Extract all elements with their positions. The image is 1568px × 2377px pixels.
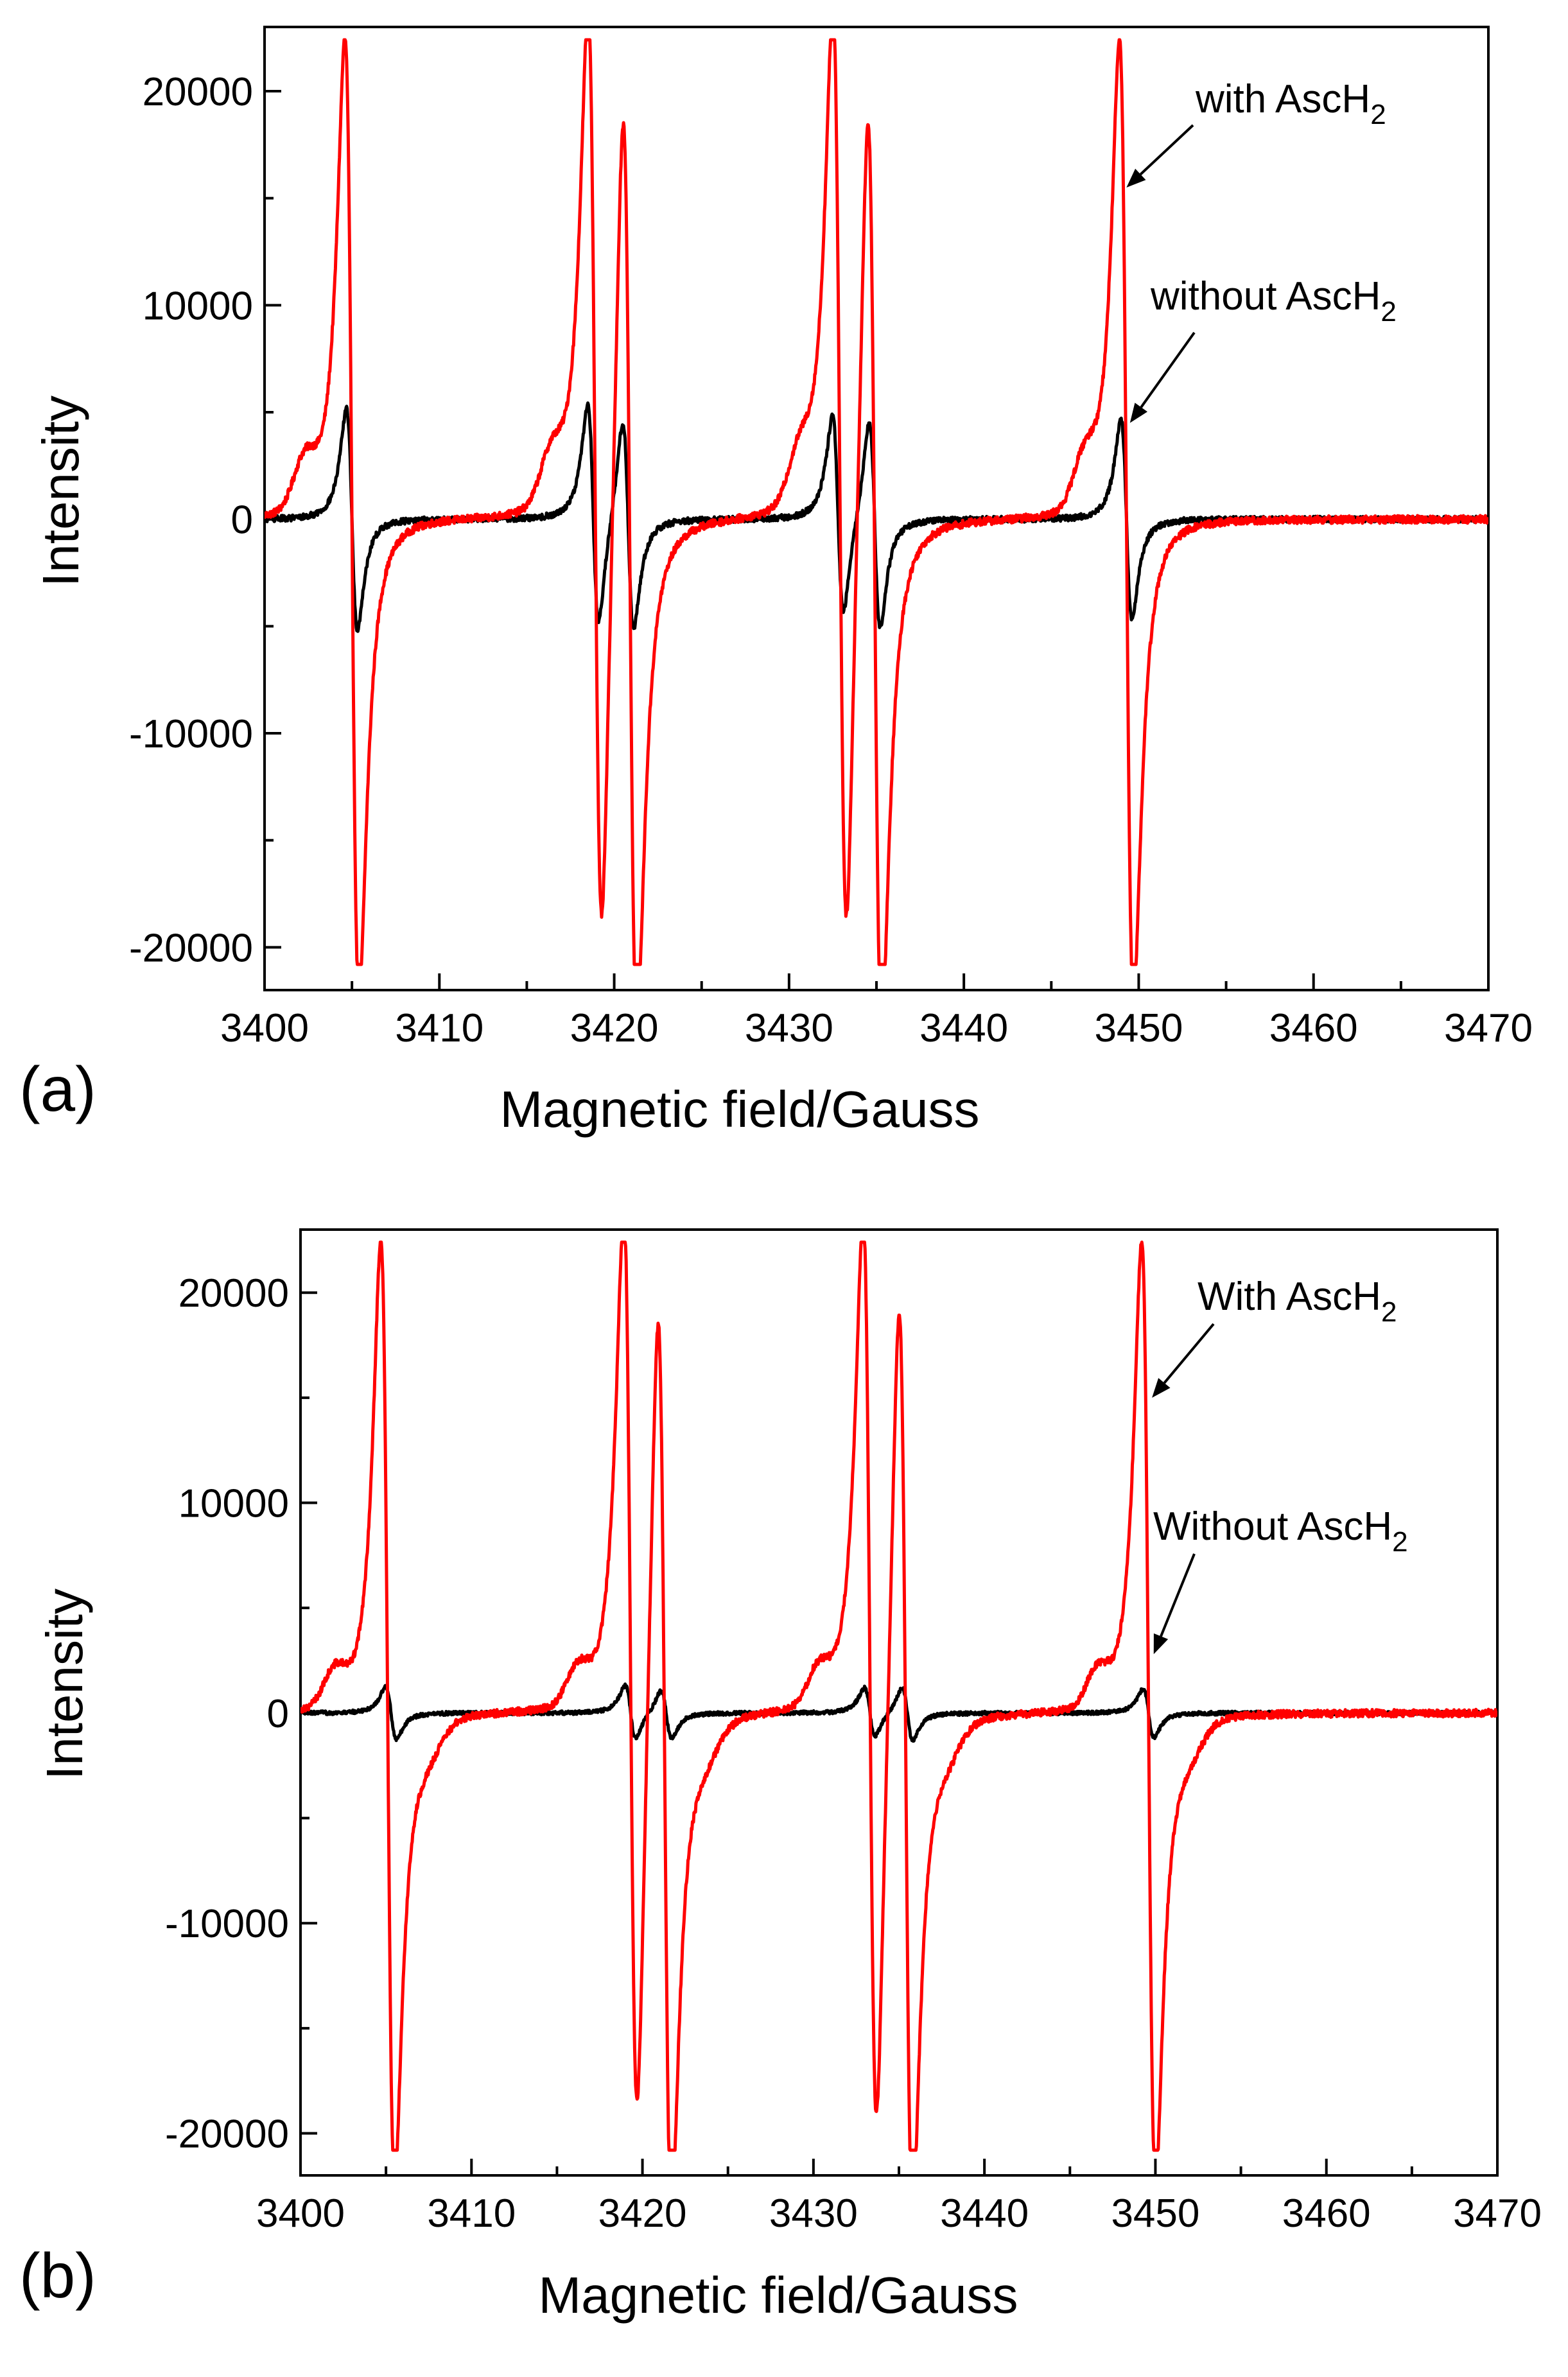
y-axis-label: Intensity <box>36 1589 93 1780</box>
x-tick-label: 3420 <box>570 1006 659 1050</box>
annotation-without: without AscH2 <box>1150 274 1397 327</box>
annotation-with-label: With AscH2 <box>1198 1275 1397 1328</box>
x-tick-label: 3420 <box>598 2191 687 2236</box>
annotation-arrow-head <box>1153 1633 1169 1655</box>
x-tick-label: 3460 <box>1282 2191 1371 2236</box>
x-tick-label: 3460 <box>1269 1006 1358 1050</box>
y-tick-label: 10000 <box>179 1482 289 1526</box>
panel-label: (b) <box>19 2240 96 2311</box>
chart-panel-a: (a) Magnetic field/Gauss Intensity with … <box>19 26 1533 1138</box>
x-tick-label: 3470 <box>1453 2191 1542 2236</box>
x-axis-label: Magnetic field/Gauss <box>538 2267 1018 2324</box>
x-tick-label: 3440 <box>940 2191 1029 2236</box>
annotation-with-label: with AscH2 <box>1195 77 1386 130</box>
x-tick-label: 3400 <box>220 1006 309 1050</box>
chart-panel-b: (b) Magnetic field/Gauss Intensity With … <box>19 1228 1542 2324</box>
annotation-with: With AscH2 <box>1198 1275 1397 1328</box>
annotation-without-label: Without AscH2 <box>1153 1504 1408 1558</box>
annotation-arrow-head <box>1126 168 1146 187</box>
y-axis-label: Intensity <box>32 396 89 587</box>
annotation-arrow-line <box>1139 124 1194 175</box>
x-tick-label: 3440 <box>919 1006 1008 1050</box>
annotation-without: Without AscH2 <box>1153 1504 1408 1558</box>
x-axis-label: Magnetic field/Gauss <box>500 1081 979 1138</box>
x-tick-label: 3410 <box>395 1006 483 1050</box>
x-tick-label: 3410 <box>427 2191 516 2236</box>
y-tick-label: -20000 <box>165 2112 289 2157</box>
annotation-arrow-head <box>1152 1378 1171 1398</box>
annotation-without-label: without AscH2 <box>1150 274 1397 327</box>
x-tick-label: 3430 <box>745 1006 833 1050</box>
x-tick-label: 3430 <box>769 2191 858 2236</box>
annotation-arrow-line <box>1160 1553 1196 1637</box>
annotation-arrow-line <box>1140 331 1196 408</box>
annotation-arrow-line <box>1163 1323 1215 1384</box>
series-line-with-ascH2 <box>265 38 1488 966</box>
y-tick-label: -10000 <box>129 712 253 756</box>
series-line-with-ascH2 <box>301 1241 1497 2152</box>
panel-label: (a) <box>19 1054 96 1124</box>
annotation-with: with AscH2 <box>1195 77 1386 130</box>
y-tick-label: 20000 <box>143 70 253 114</box>
x-tick-label: 3400 <box>256 2191 345 2236</box>
y-tick-label: -20000 <box>129 926 253 970</box>
y-tick-label: 20000 <box>179 1271 289 1316</box>
y-tick-label: -10000 <box>165 1902 289 1946</box>
y-tick-label: 10000 <box>143 284 253 328</box>
x-tick-label: 3450 <box>1094 1006 1183 1050</box>
annotation-arrow-head <box>1129 403 1147 423</box>
x-tick-label: 3470 <box>1444 1006 1533 1050</box>
x-tick-label: 3450 <box>1111 2191 1199 2236</box>
y-tick-label: 0 <box>267 1692 289 1736</box>
y-tick-label: 0 <box>231 498 253 543</box>
